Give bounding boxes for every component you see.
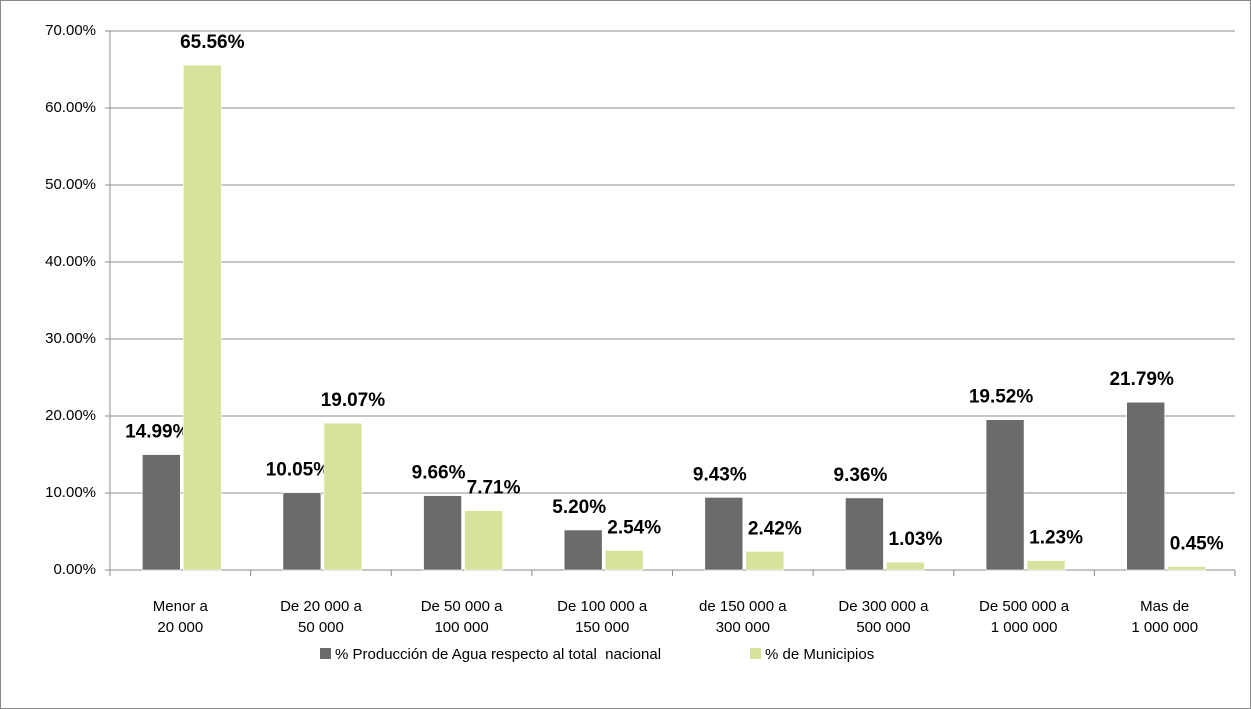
value-label: 19.07% [321, 390, 386, 411]
x-tick-label: de 150 000 a [699, 598, 787, 615]
bar [604, 550, 644, 571]
y-tick-label: 40.00% [45, 253, 96, 270]
bar [282, 492, 322, 571]
legend-label: % de Municipios [765, 646, 874, 663]
x-tick-label: 1 000 000 [1131, 619, 1198, 636]
x-tick-label: De 100 000 a [557, 598, 648, 615]
value-label: 10.05% [266, 460, 331, 481]
x-tick-label: 50 000 [298, 619, 344, 636]
value-label: 1.23% [1029, 528, 1083, 549]
y-tick-label: 70.00% [45, 22, 96, 39]
y-tick-label: 20.00% [45, 407, 96, 424]
bar [1026, 560, 1066, 571]
bar [142, 454, 181, 571]
value-label: 7.71% [467, 478, 521, 499]
value-label: 2.42% [748, 518, 802, 539]
value-label: 2.54% [607, 517, 661, 538]
x-tick-label: 1 000 000 [991, 619, 1058, 636]
x-tick-label: De 20 000 a [280, 598, 362, 615]
bar [563, 529, 603, 571]
x-tick-label: 100 000 [434, 619, 488, 636]
bar [323, 422, 363, 571]
legend-label: % Producción de Agua respecto al total n… [335, 646, 661, 663]
y-tick-label: 10.00% [45, 484, 96, 501]
bar [745, 551, 785, 571]
value-label: 14.99% [125, 422, 190, 443]
y-tick-label: 0.00% [53, 561, 96, 578]
value-label: 5.20% [552, 497, 606, 518]
bar [985, 419, 1025, 571]
legend-swatch [320, 648, 331, 659]
legend-swatch [750, 648, 761, 659]
x-tick-label: De 50 000 a [421, 598, 503, 615]
x-tick-label: 150 000 [575, 619, 629, 636]
bar [704, 497, 744, 571]
x-tick-label: De 500 000 a [979, 598, 1070, 615]
bar [464, 510, 503, 571]
y-tick-label: 60.00% [45, 99, 96, 116]
value-label: 9.66% [412, 463, 466, 484]
bar [1167, 566, 1206, 571]
x-tick-label: 20 000 [157, 619, 203, 636]
value-label: 19.52% [969, 387, 1034, 408]
x-tick-label: 300 000 [716, 619, 770, 636]
value-label: 1.03% [889, 529, 943, 550]
x-tick-label: De 300 000 a [838, 598, 929, 615]
bar [1126, 401, 1165, 571]
bar [886, 561, 925, 571]
value-label: 9.36% [834, 465, 888, 486]
value-label: 21.79% [1109, 369, 1174, 390]
value-label: 9.43% [693, 464, 747, 485]
bar [423, 495, 462, 571]
value-label: 65.56% [180, 32, 245, 53]
x-tick-label: 500 000 [856, 619, 910, 636]
y-tick-label: 30.00% [45, 330, 96, 347]
x-tick-label: Mas de [1140, 598, 1189, 615]
y-tick-label: 50.00% [45, 176, 96, 193]
bar [845, 497, 884, 571]
value-label: 0.45% [1170, 534, 1224, 555]
x-tick-label: Menor a [153, 598, 209, 615]
bar [183, 64, 222, 571]
